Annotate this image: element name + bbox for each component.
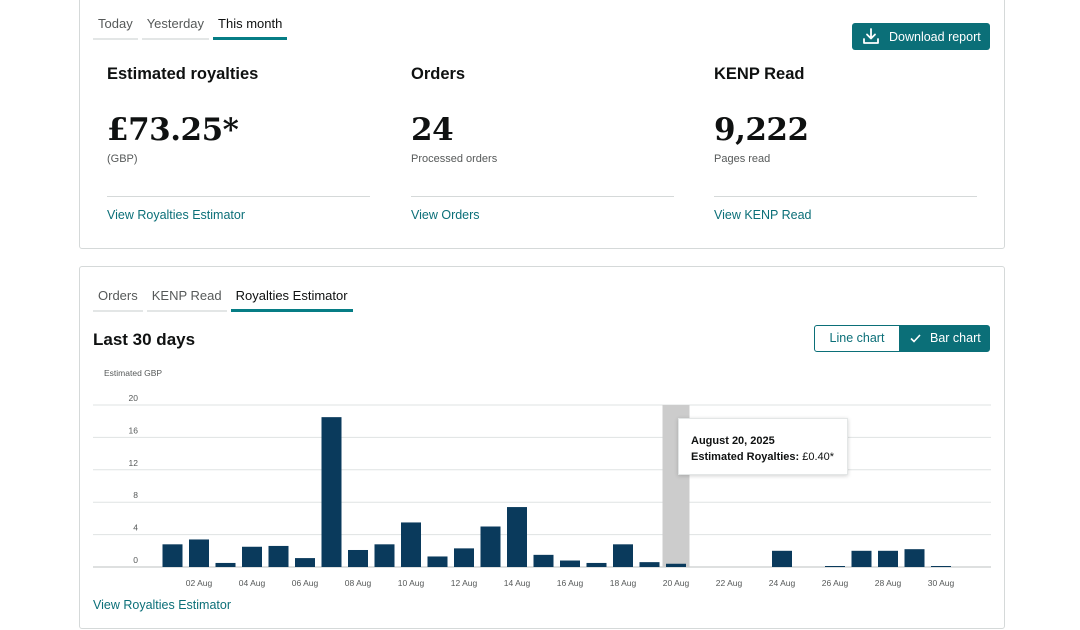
bar-10-aug	[401, 522, 421, 567]
metric-royalties: Estimated royalties £73.25* (GBP) View R…	[107, 65, 370, 222]
bar-29-aug	[904, 549, 925, 567]
x-tick-label: 22 Aug	[716, 578, 743, 588]
x-tick-label: 30 Aug	[928, 578, 955, 588]
bar-chart-button[interactable]: Bar chart	[900, 325, 990, 352]
bar-06-aug	[295, 558, 315, 567]
y-tick-label: 8	[133, 490, 138, 500]
y-tick-label: 0	[133, 555, 138, 565]
download-report-button[interactable]: Download report	[852, 23, 990, 50]
tooltip-label: Estimated Royalties:	[691, 451, 800, 463]
line-chart-button[interactable]: Line chart	[814, 325, 900, 352]
x-tick-label: 16 Aug	[557, 578, 584, 588]
view-orders-link[interactable]: View Orders	[411, 208, 480, 222]
bar-12-aug	[454, 548, 474, 567]
view-royalties-estimator-link[interactable]: View Royalties Estimator	[93, 598, 232, 612]
bar-15-aug	[533, 554, 554, 567]
metric-value: 9,222	[714, 112, 809, 148]
divider	[411, 196, 674, 197]
bar-11-aug	[427, 556, 448, 567]
bar-05-aug	[268, 545, 289, 567]
metric-value: 24	[411, 112, 454, 148]
y-tick-label: 20	[129, 393, 139, 403]
chart-card: Orders KENP Read Royalties Estimator Las…	[79, 266, 1005, 629]
bar-27-aug	[851, 550, 872, 567]
divider	[714, 196, 977, 197]
chart-type-toggle: Line chart Bar chart	[814, 325, 990, 352]
bar-14-aug	[507, 507, 527, 567]
bar-18-aug	[613, 544, 633, 567]
metric-subtext: Processed orders	[411, 153, 498, 165]
x-tick-label: 20 Aug	[663, 578, 690, 588]
download-report-label: Download report	[889, 29, 981, 44]
bar-17-aug	[586, 562, 607, 567]
metric-title: Estimated royalties	[107, 65, 259, 83]
tooltip-value: £0.40*	[802, 451, 835, 463]
bar-01-aug	[162, 544, 183, 567]
y-axis-label: Estimated GBP	[104, 368, 162, 378]
metric-title: KENP Read	[714, 65, 805, 83]
x-tick-label: 08 Aug	[345, 578, 372, 588]
tab-kenp-read[interactable]: KENP Read	[146, 284, 227, 312]
bar-04-aug	[242, 546, 262, 567]
x-tick-label: 14 Aug	[504, 578, 531, 588]
x-tick-label: 28 Aug	[875, 578, 902, 588]
chart-tooltip: August 20, 2025 Estimated Royalties: £0.…	[678, 418, 848, 475]
divider	[107, 196, 370, 197]
y-tick-label: 12	[129, 458, 139, 468]
y-tick-label: 16	[129, 425, 139, 435]
tooltip-date: August 20, 2025	[691, 435, 775, 447]
metric-kenp: KENP Read 9,222 Pages read View KENP Rea…	[714, 65, 977, 222]
bar-chart-label: Bar chart	[930, 331, 981, 345]
metric-orders: Orders 24 Processed orders View Orders	[411, 65, 674, 222]
download-icon	[863, 28, 879, 44]
metric-value: £73.25*	[107, 112, 239, 148]
bar-03-aug	[215, 562, 236, 567]
x-tick-label: 04 Aug	[239, 578, 266, 588]
bar-24-aug	[772, 550, 792, 567]
tab-royalties-estimator[interactable]: Royalties Estimator	[230, 284, 353, 312]
metric-subtext: (GBP)	[107, 153, 138, 165]
bar-09-aug	[374, 544, 395, 567]
x-tick-label: 06 Aug	[292, 578, 319, 588]
view-kenp-read-link[interactable]: View KENP Read	[714, 208, 812, 222]
view-royalties-estimator-link[interactable]: View Royalties Estimator	[107, 208, 246, 222]
period-tabs: Today Yesterday This month	[93, 12, 291, 40]
bar-30-aug	[931, 566, 951, 567]
x-tick-label: 10 Aug	[398, 578, 425, 588]
bar-07-aug	[321, 417, 342, 567]
bar-26-aug	[825, 566, 845, 567]
chart-section-title: Last 30 days	[93, 330, 196, 349]
bar-16-aug	[560, 560, 580, 567]
x-tick-label: 24 Aug	[769, 578, 796, 588]
tab-orders[interactable]: Orders	[93, 284, 143, 312]
bar-13-aug	[480, 526, 501, 567]
royalties-bar-chart: Estimated GBP 0 4 8 12 16 20 02 Aug 04 Aug 06 Aug…	[93, 368, 991, 588]
x-tick-label: 26 Aug	[822, 578, 849, 588]
bar-19-aug	[639, 562, 660, 567]
y-tick-label: 4	[133, 523, 138, 533]
tab-this-month[interactable]: This month	[213, 12, 288, 40]
tab-today[interactable]: Today	[93, 12, 138, 40]
metric-title: Orders	[411, 65, 466, 83]
checkmark-icon	[910, 334, 921, 343]
tab-yesterday[interactable]: Yesterday	[141, 12, 210, 40]
x-tick-label: 02 Aug	[186, 578, 213, 588]
bar-08-aug	[348, 549, 368, 567]
bar-20-aug	[666, 563, 686, 567]
metric-subtext: Pages read	[714, 153, 771, 165]
bar-02-aug	[189, 539, 209, 567]
x-tick-label: 12 Aug	[451, 578, 478, 588]
chart-tabs: Orders KENP Read Royalties Estimator	[93, 284, 357, 312]
x-tick-label: 18 Aug	[610, 578, 637, 588]
bar-28-aug	[878, 550, 898, 567]
summary-card: Today Yesterday This month Download repo…	[79, 0, 1005, 249]
